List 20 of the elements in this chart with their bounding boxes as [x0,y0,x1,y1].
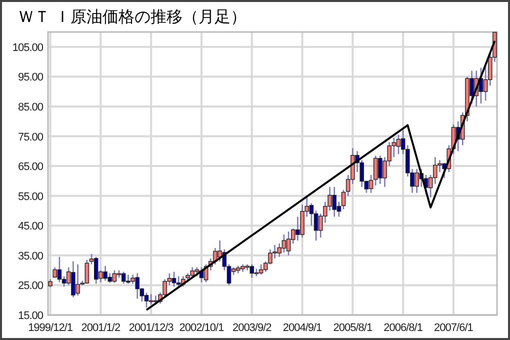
xtick: 2007/6/1 [434,322,473,334]
ytick: 25.00 [18,280,43,292]
xtick: 1999/12/1 [28,322,72,334]
xtick: 2003/9/2 [232,322,272,334]
ytick: 15.00 [18,310,43,322]
xtick: 2006/8/1 [384,322,422,334]
ytick: 55.00 [18,190,43,203]
xtick: 2004/9/1 [282,322,322,334]
ytick: 105.00 [12,42,43,54]
xtick: 2001/1/2 [81,322,120,334]
ytick: 35.00 [18,250,43,262]
ytick: 45.00 [18,220,43,233]
ytick: 85.00 [18,101,43,114]
ytick: 75.00 [18,131,43,144]
ytick: 65.00 [18,161,43,174]
xtick: 2002/10/1 [179,322,224,334]
xtick: 2005/8/1 [333,322,372,334]
title: ＷＴ Ｉ原油価格の推移（月足） [18,9,246,26]
xtick: 2001/12/3 [128,322,174,334]
ytick: 95.00 [18,72,43,84]
